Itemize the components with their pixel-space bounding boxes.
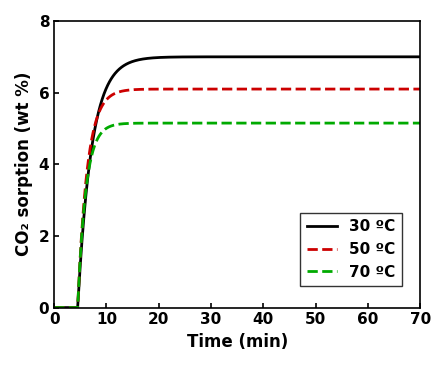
50 ºC (303, 87, 308, 91)
X-axis label: Time (min): Time (min) (186, 333, 288, 351)
50 ºC (200, 87, 205, 91)
70 ºC (200, 121, 205, 125)
70 ºC (213, 121, 218, 125)
50 ºC (89, 138, 94, 142)
50 ºC (418, 87, 423, 91)
Line: 30 ºC: 30 ºC (54, 57, 421, 307)
70 ºC (344, 121, 349, 125)
70 ºC (51, 305, 57, 310)
30 ºC (213, 55, 218, 59)
50 ºC (413, 87, 418, 91)
50 ºC (51, 305, 57, 310)
70 ºC (376, 121, 382, 125)
Y-axis label: CO₂ sorption (wt %): CO₂ sorption (wt %) (15, 72, 33, 257)
30 ºC (418, 55, 423, 59)
30 ºC (344, 55, 349, 59)
Line: 70 ºC: 70 ºC (54, 123, 421, 307)
30 ºC (89, 146, 94, 151)
Legend: 30 ºC, 50 ºC, 70 ºC: 30 ºC, 50 ºC, 70 ºC (301, 213, 402, 285)
30 ºC (51, 305, 57, 310)
30 ºC (337, 55, 343, 59)
70 ºC (89, 154, 94, 158)
Line: 50 ºC: 50 ºC (54, 89, 421, 307)
50 ºC (337, 87, 343, 91)
50 ºC (344, 87, 349, 91)
30 ºC (303, 55, 308, 59)
70 ºC (337, 121, 343, 125)
70 ºC (418, 121, 423, 125)
70 ºC (303, 121, 308, 125)
30 ºC (200, 55, 205, 59)
50 ºC (213, 87, 218, 91)
